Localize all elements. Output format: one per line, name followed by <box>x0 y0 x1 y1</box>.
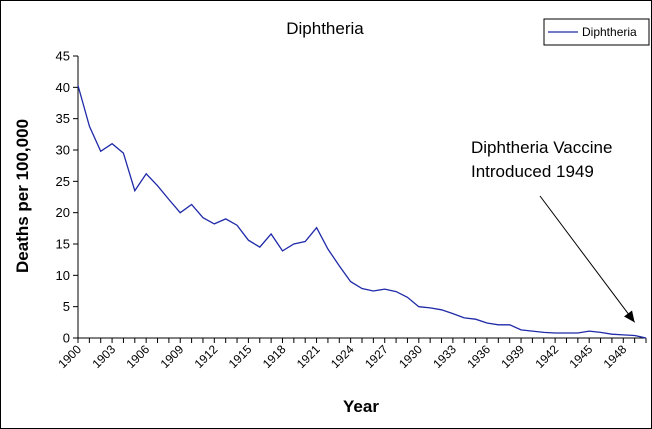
y-tick-label: 0 <box>63 331 70 346</box>
legend: Diphtheria <box>543 18 650 46</box>
annotation-line: Introduced 1949 <box>471 162 594 181</box>
legend-label: Diphtheria <box>582 25 637 39</box>
y-tick-label: 5 <box>63 299 70 314</box>
y-tick-label: 40 <box>56 80 70 95</box>
chart-title: Diphtheria <box>286 19 364 38</box>
y-tick-label: 35 <box>56 111 70 126</box>
annotation-arrowhead <box>624 310 635 323</box>
y-tick-label: 10 <box>56 268 70 283</box>
y-tick-label: 15 <box>56 237 70 252</box>
annotation-line: Diphtheria Vaccine <box>471 138 612 157</box>
annotation: Diphtheria Vaccine Introduced 1949 <box>471 138 636 323</box>
y-tick-label: 45 <box>56 49 70 64</box>
annotation-arrow <box>539 195 636 323</box>
y-tick-label: 25 <box>56 174 70 189</box>
series-layer <box>77 85 647 339</box>
y-tick-label: 20 <box>56 205 70 220</box>
x-axis-title: Year <box>343 397 379 416</box>
y-tick-label: 30 <box>56 143 70 158</box>
series-line-diphtheria <box>77 85 647 339</box>
y-axis: 0 5 10 15 20 25 30 35 40 45 <box>56 49 79 346</box>
y-axis-title: Deaths per 100,000 <box>13 119 32 273</box>
